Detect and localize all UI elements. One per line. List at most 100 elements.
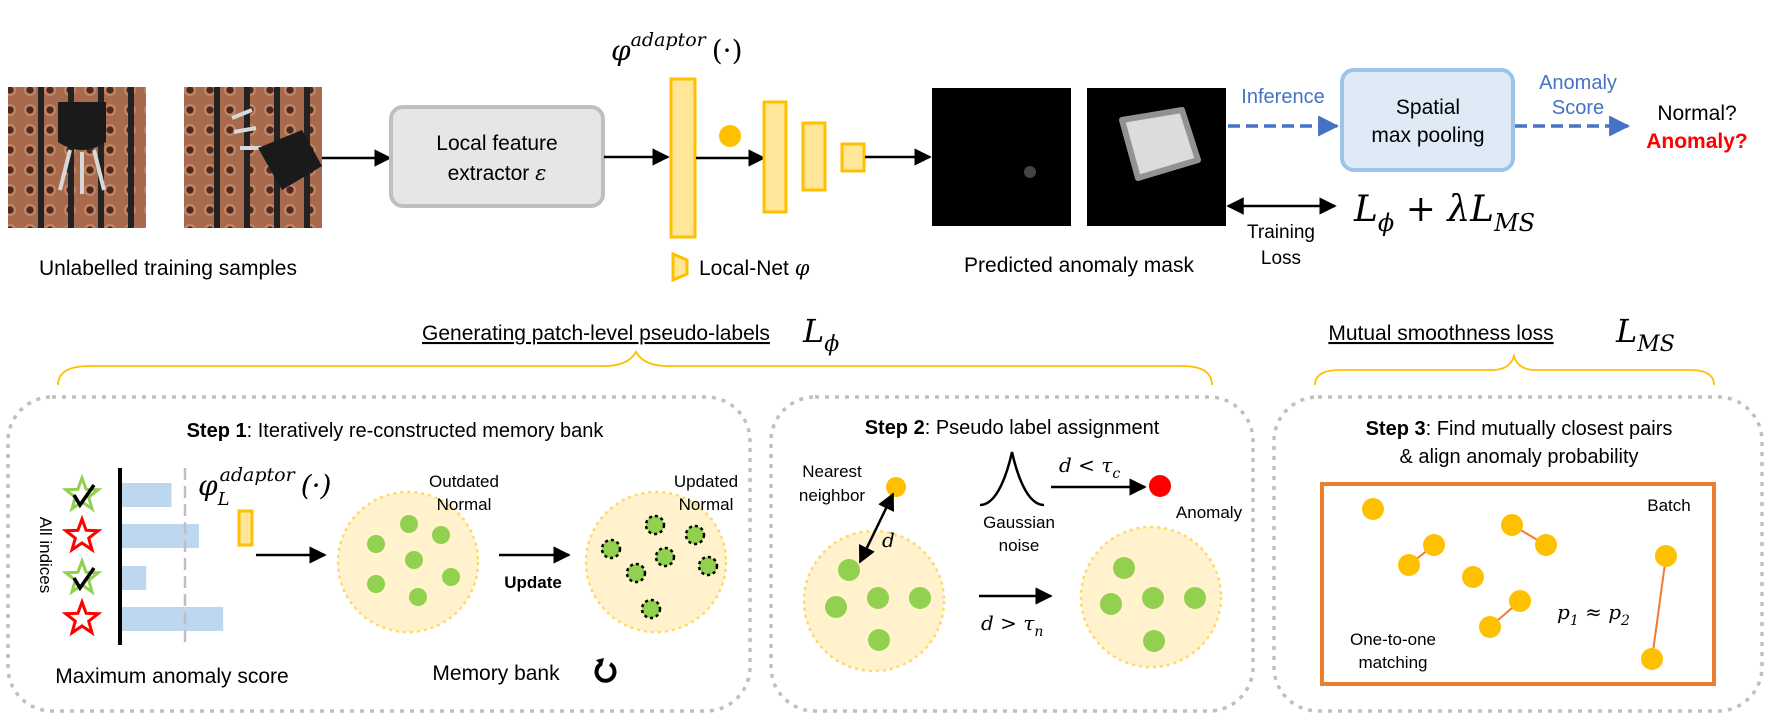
- normal-feature-dot: [442, 568, 460, 586]
- red-star-icon: [61, 597, 103, 637]
- refresh-icon: [594, 658, 617, 683]
- gaussian-curve: [979, 451, 1045, 507]
- updated-normal-dots: [600, 514, 719, 620]
- localnet-layer-3: [801, 121, 827, 192]
- localnet-layer-2: [762, 100, 788, 214]
- extractor-line2-row: extractor ε: [448, 161, 547, 185]
- normal-feature-dot: [838, 559, 860, 581]
- localnet-layer-1: [669, 77, 697, 239]
- max-score-caption: Maximum anomaly score: [55, 665, 288, 688]
- gaussian-line1: Gaussian: [983, 513, 1055, 532]
- red-star-icon: [61, 514, 103, 554]
- mask-anomaly-blob: [1119, 107, 1201, 181]
- localnet-legend-icon: [671, 251, 689, 283]
- distance-arrow: [858, 492, 895, 564]
- step2-normal-dots: [825, 559, 931, 651]
- memory-bank-caption: Memory bank: [432, 662, 560, 685]
- batch-point: [1423, 534, 1445, 556]
- gaussian-line2: noise: [999, 536, 1040, 555]
- query-point: [886, 477, 906, 497]
- step3-panel: [1272, 395, 1764, 713]
- anomaly-point: [1149, 475, 1171, 497]
- pooling-line2: max pooling: [1371, 124, 1484, 147]
- normal-feature-dot: [1142, 587, 1164, 609]
- score-line1: Anomaly: [1539, 72, 1617, 94]
- step3-title: Step 3: Find mutually closest pairs: [1366, 418, 1673, 440]
- anomaly-label: Anomaly: [1176, 503, 1243, 522]
- updated-feature-dot: [625, 562, 647, 584]
- matching-line1: One-to-one: [1350, 630, 1436, 649]
- localnet-layer-4: [840, 142, 866, 173]
- batch-point: [1655, 545, 1677, 567]
- batch-point: [1462, 566, 1484, 588]
- batch-box: [1320, 482, 1716, 686]
- batch-point: [1509, 590, 1531, 612]
- pseudo-labels-brace: [57, 350, 1213, 386]
- pooling-line1: Spatial: [1396, 96, 1460, 119]
- step1-title: Step 1: Iteratively re-constructed memor…: [187, 420, 605, 442]
- updated-feature-dot: [654, 546, 676, 568]
- loss-formula: Lϕ + λLMS: [1353, 189, 1535, 237]
- normal-feature-dot: [405, 551, 423, 569]
- score-bar-4: [122, 607, 224, 631]
- score-bar-1: [122, 483, 172, 507]
- normal-feature-dot: [1184, 587, 1206, 609]
- normal-question: Normal?: [1657, 102, 1736, 125]
- training-line1: Training: [1247, 222, 1315, 243]
- batch-point: [1398, 554, 1420, 576]
- adaptor-label: φadaptor (·): [611, 29, 743, 67]
- normal-feature-dot: [867, 587, 889, 609]
- score-line2: Score: [1552, 97, 1604, 119]
- mask-caption: Predicted anomaly mask: [964, 254, 1194, 277]
- anomaly-question: Anomaly?: [1646, 130, 1748, 153]
- nearest-line1: Nearest: [802, 462, 862, 481]
- normal-feature-dot: [1113, 557, 1135, 579]
- updated-feature-dot: [640, 598, 662, 620]
- normal-feature-dot: [432, 526, 450, 544]
- batch-point: [1641, 648, 1663, 670]
- extractor-line1: Local feature: [436, 132, 557, 155]
- batch-point: [1501, 514, 1523, 536]
- step1-bars: [122, 483, 224, 631]
- outdated-line1: Outdated: [429, 472, 499, 491]
- normal-feature-dot: [1143, 630, 1165, 652]
- updated-feature-dot: [697, 555, 719, 577]
- feature-extractor-box: [389, 105, 605, 208]
- distance-label: d: [882, 528, 895, 552]
- check-icon: [72, 483, 96, 509]
- smoothness-heading: Mutual smoothness loss: [1328, 322, 1553, 345]
- score-bar-2: [122, 524, 199, 548]
- probability-approx: p1 ≈ p2: [1557, 600, 1630, 629]
- step1-markers: [61, 473, 103, 637]
- inference-label: Inference: [1241, 86, 1324, 108]
- updated-feature-dot: [644, 514, 666, 536]
- step3-title-line2: & align anomaly probability: [1399, 446, 1638, 468]
- smoothness-brace: [1314, 352, 1715, 386]
- normal-feature-dot: [825, 596, 847, 618]
- localnet-legend-label: Local-Net φ: [699, 256, 810, 280]
- update-label: Update: [504, 573, 562, 592]
- localnet-mini-layer: [237, 509, 254, 547]
- outdated-line2: Normal: [437, 495, 492, 514]
- updated-line2: Normal: [679, 495, 734, 514]
- all-indices-label: All indices: [36, 517, 55, 594]
- training-sample-2: [184, 87, 322, 228]
- spatial-pooling-box: [1340, 68, 1515, 172]
- normal-feature-dot: [400, 515, 418, 533]
- normal-feature-dot: [909, 587, 931, 609]
- step2-title: Step 2: Pseudo label assignment: [865, 417, 1160, 439]
- batch-point: [1479, 616, 1501, 638]
- cond-anomaly: d < τc: [1059, 453, 1120, 482]
- step2-result-dots: [1100, 557, 1206, 652]
- check-icon: [72, 566, 96, 592]
- predicted-mask-normal: [932, 88, 1071, 226]
- updated-feature-dot: [684, 524, 706, 546]
- training-sample-1: [8, 87, 146, 228]
- pseudo-labels-heading: Generating patch-level pseudo-labels: [422, 322, 770, 345]
- normal-feature-dot: [367, 575, 385, 593]
- nearest-line2: neighbor: [799, 486, 866, 505]
- batch-label: Batch: [1647, 496, 1690, 515]
- phi-l-adaptor-label: φLadaptor (·): [198, 464, 331, 510]
- training-line2: Loss: [1261, 248, 1301, 269]
